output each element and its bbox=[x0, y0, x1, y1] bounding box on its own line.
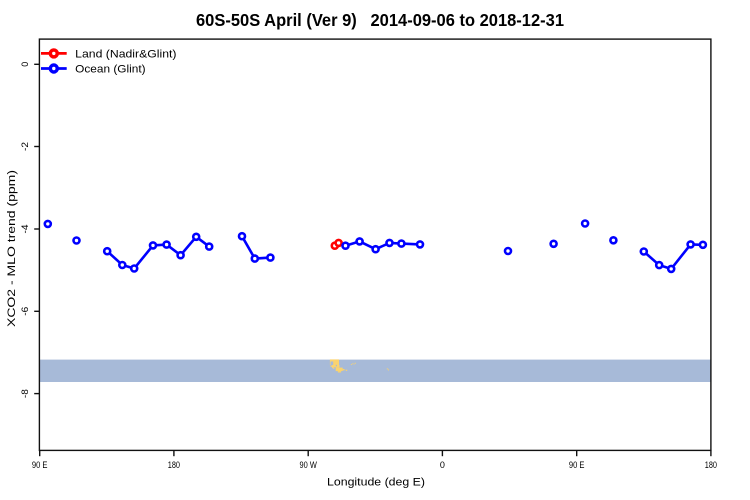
svg-text:-6: -6 bbox=[20, 307, 30, 316]
svg-text:0: 0 bbox=[440, 460, 445, 470]
svg-text:Ocean (Glint): Ocean (Glint) bbox=[75, 63, 145, 75]
svg-text:90 E: 90 E bbox=[32, 460, 48, 470]
svg-text:90 W: 90 W bbox=[300, 460, 318, 470]
svg-text:180: 180 bbox=[168, 460, 180, 470]
svg-text:-4: -4 bbox=[20, 225, 30, 234]
svg-text:-8: -8 bbox=[20, 389, 30, 398]
svg-text:Longitude (deg E): Longitude (deg E) bbox=[327, 477, 425, 489]
svg-text:-2: -2 bbox=[20, 142, 30, 151]
svg-text:XCO2 - MLO trend (ppm): XCO2 - MLO trend (ppm) bbox=[6, 170, 18, 327]
svg-text:90 E: 90 E bbox=[569, 460, 585, 470]
svg-text:180: 180 bbox=[705, 460, 717, 470]
svg-text:60S-50S April (Ver 9) 2014-0: 60S-50S April (Ver 9) 2014-09-06 to 2018… bbox=[196, 10, 564, 30]
svg-text:0: 0 bbox=[20, 62, 30, 67]
svg-text:Land (Nadir&Glint): Land (Nadir&Glint) bbox=[75, 48, 176, 60]
